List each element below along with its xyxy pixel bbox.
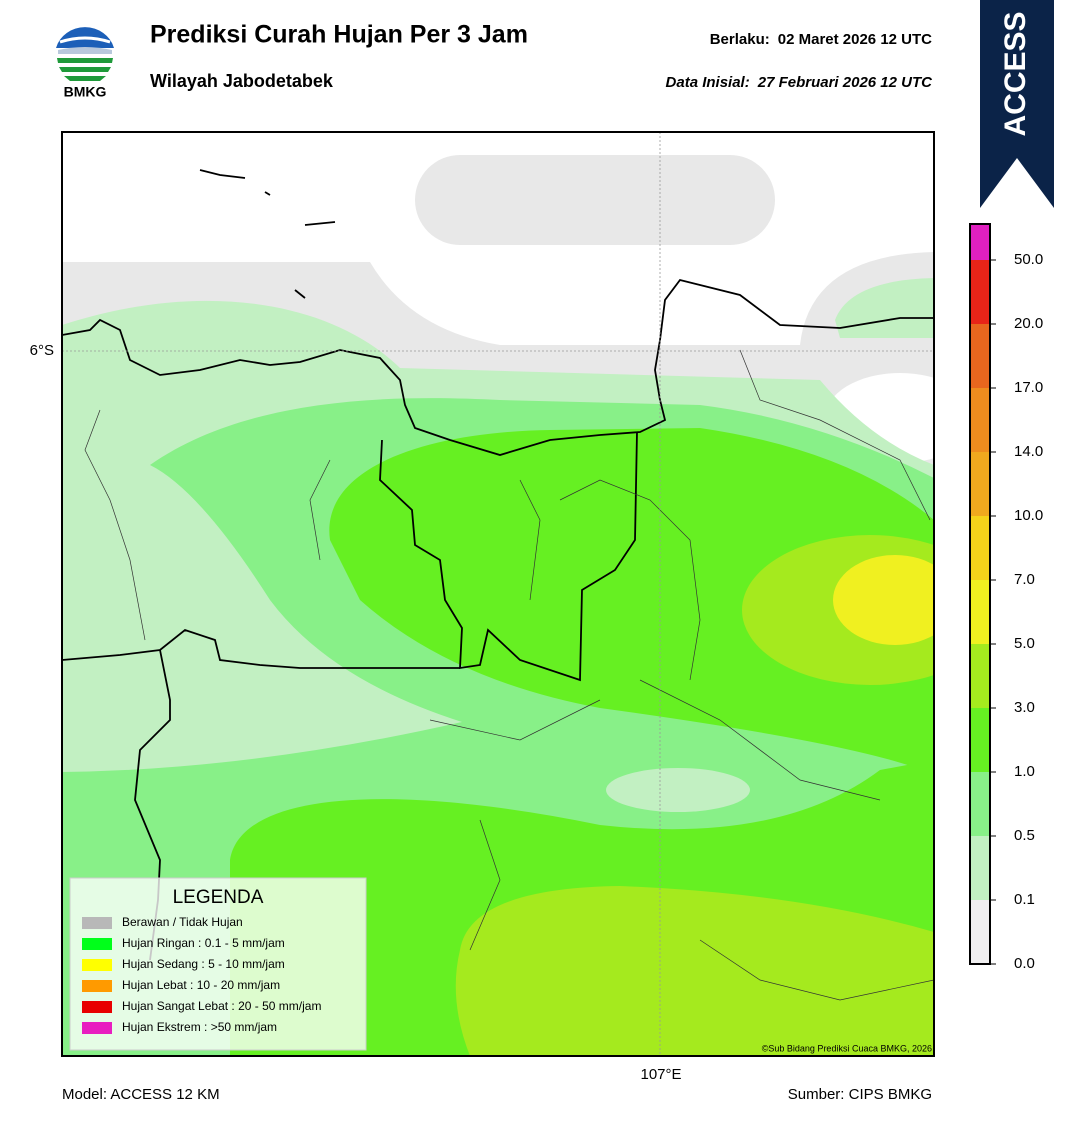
init-label: Data Inisial: (666, 74, 750, 91)
legend-label: Hujan Lebat : 10 - 20 mm/jam (122, 978, 280, 992)
colorbar-frame (969, 223, 991, 965)
colorbar-band (970, 836, 990, 900)
legend-label: Hujan Ekstrem : >50 mm/jam (122, 1020, 277, 1034)
init-time: Data Inisial: 27 Februari 2026 12 UTC (666, 74, 934, 91)
colorbar-label: 0.5 (1014, 827, 1035, 844)
colorbar-label: 3.0 (1014, 699, 1035, 716)
legend-label: Hujan Sangat Lebat : 20 - 50 mm/jam (122, 999, 321, 1013)
colorbar-band (970, 516, 990, 580)
valid-date: 02 Maret 2026 12 UTC (778, 31, 932, 48)
valid-time: Berlaku: 02 Maret 2026 12 UTC (710, 31, 932, 48)
colorbar-band (970, 708, 990, 772)
colorbar-label: 5.0 (1014, 635, 1035, 652)
model-badge: ACCESS (980, 0, 1054, 208)
logo-text: BMKG (64, 84, 107, 100)
colorbar-band (970, 580, 990, 644)
legend-label: Hujan Sedang : 5 - 10 mm/jam (122, 957, 285, 971)
legend-swatch (82, 1022, 112, 1034)
title: Prediksi Curah Hujan Per 3 Jam (150, 21, 528, 49)
legend-box (69, 877, 367, 1051)
colorbar-band (970, 388, 990, 452)
colorbar: 0.0 0.1 0.5 1.0 3.0 5.0 7.0 10.0 14.0 17.0 20.0 50.… (969, 223, 1043, 972)
colorbar-label: 7.0 (1014, 571, 1035, 588)
colorbar-label: 17.0 (1014, 379, 1043, 396)
legend-swatch (82, 1001, 112, 1013)
colorbar-band (970, 644, 990, 708)
legend: LEGENDA Berawan / Tidak Hujan Hujan Ringa… (69, 877, 367, 1051)
colorbar-label: 10.0 (1014, 507, 1043, 524)
footer-model: Model: ACCESS 12 KM (62, 1086, 220, 1103)
map-area (62, 132, 934, 1056)
colorbar-band (970, 260, 990, 324)
legend-title: LEGENDA (173, 887, 264, 908)
lat-label: 6°S (30, 342, 54, 359)
legend-swatch (82, 917, 112, 929)
map-frame (61, 131, 935, 1057)
subtitle: Wilayah Jabodetabek (150, 71, 334, 91)
credit: ©Sub Bidang Prediksi Cuaca BMKG, 2026 (762, 1043, 932, 1053)
legend-swatch (82, 980, 112, 992)
colorbar-label: 50.0 (1014, 251, 1043, 268)
colorbar-band (970, 772, 990, 836)
footer-source: Sumber: CIPS BMKG (788, 1086, 932, 1103)
colorbar-label: 1.0 (1014, 763, 1035, 780)
legend-swatch (82, 959, 112, 971)
colorbar-band (970, 324, 990, 388)
colorbar-band (970, 452, 990, 516)
bmkg-logo: BMKG (56, 27, 114, 100)
legend-swatch (82, 938, 112, 950)
init-date: 27 Februari 2026 12 UTC (757, 74, 933, 91)
colorbar-label: 20.0 (1014, 315, 1043, 332)
valid-label: Berlaku: (710, 31, 770, 48)
colorbar-band (970, 224, 990, 260)
legend-label: Berawan / Tidak Hujan (122, 915, 243, 929)
colorbar-label: 0.0 (1014, 955, 1035, 972)
colorbar-label: 0.1 (1014, 891, 1035, 908)
colorbar-band (970, 900, 990, 964)
lon-label: 107°E (640, 1066, 681, 1083)
colorbar-label: 14.0 (1014, 443, 1043, 460)
badge-text: ACCESS (999, 11, 1032, 136)
legend-label: Hujan Ringan : 0.1 - 5 mm/jam (122, 936, 285, 950)
